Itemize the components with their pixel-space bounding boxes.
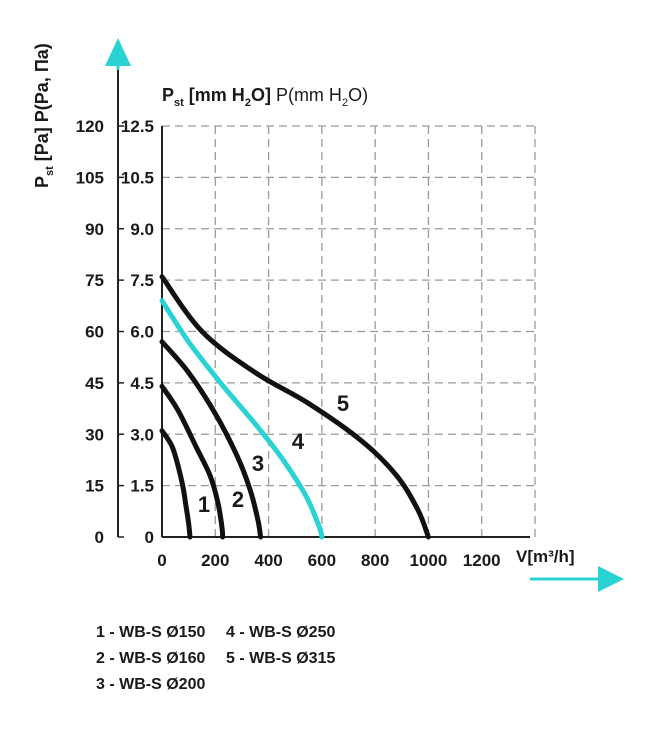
y-tick-pa-105: 105: [76, 168, 104, 187]
y-tick-mm-4.5: 4.5: [130, 374, 154, 393]
y-tick-mm-9.0: 9.0: [130, 220, 154, 239]
x-tick-1200: 1200: [463, 551, 501, 570]
curve-5: [159, 274, 431, 540]
x-tick-0: 0: [157, 551, 166, 570]
y-tick-pa-15: 15: [85, 477, 104, 496]
y-tick-mm-12.5: 12.5: [121, 117, 154, 136]
y-tick-mm-10.5: 10.5: [121, 168, 154, 187]
x-tick-800: 800: [361, 551, 389, 570]
y-tick-pa-30: 30: [85, 425, 104, 444]
legend-col-1: 1 - WB-S Ø150 2 - WB-S Ø160 3 - WB-S Ø20…: [96, 620, 205, 698]
x-axis-arrow-head: [598, 566, 624, 592]
y-tick-mm-7.5: 7.5: [130, 271, 154, 290]
y-tick-pa-45: 45: [85, 374, 104, 393]
curves: [159, 274, 431, 540]
curve-1: [159, 428, 193, 540]
y-tick-pa-90: 90: [85, 220, 104, 239]
legend-item-1: 1 - WB-S Ø150: [96, 624, 206, 641]
legend-item-4: 4 - WB-S Ø250: [226, 624, 336, 641]
curve-label-3: 3: [252, 451, 264, 476]
y-axis-pa-title: Pst [Pa] P(Pa, Па): [32, 43, 56, 188]
curve-label-4: 4: [292, 429, 305, 454]
curve-3: [159, 339, 264, 540]
x-tick-600: 600: [308, 551, 336, 570]
legend-item-2: 2 - WB-S Ø160: [96, 650, 206, 667]
legend-col-2: 4 - WB-S Ø250 5 - WB-S Ø315: [226, 620, 335, 672]
chart-grid: [162, 125, 536, 537]
y-axis-mm-title: Pst [mm H2O] P(mm H2O): [162, 85, 368, 109]
x-axis-title: V[m³/h]: [516, 547, 575, 566]
y-tick-mm-0: 0: [145, 528, 154, 547]
y-axis-mm-ticks: 0 1.5 3.0 4.5 6.0 7.5 9.0 10.5 12.5: [121, 117, 154, 547]
curve-4: [159, 298, 325, 540]
legend-item-5: 5 - WB-S Ø315: [226, 650, 336, 667]
y-tick-mm-1.5: 1.5: [130, 477, 154, 496]
curve-labels: 1 23 4 5: [198, 391, 349, 517]
y-tick-pa-0: 0: [95, 528, 104, 547]
chart-axes: [105, 38, 624, 592]
curve-label-5: 5: [337, 391, 349, 416]
y-tick-pa-75: 75: [85, 271, 104, 290]
y-tick-pa-60: 60: [85, 323, 104, 342]
y-tick-mm-3.0: 3.0: [130, 425, 154, 444]
curve-2: [159, 383, 226, 540]
y-axis-pa-ticks: 0 15 30 45 60 75 90 105 120: [76, 117, 104, 547]
y-tick-pa-120: 120: [76, 117, 104, 136]
x-tick-200: 200: [201, 551, 229, 570]
legend-item-3: 3 - WB-S Ø200: [96, 676, 206, 693]
curve-label-2: 2: [232, 487, 244, 512]
x-tick-1000: 1000: [410, 551, 448, 570]
x-axis-ticks: 0 200 400 600 800 1000 1200: [157, 551, 500, 570]
y-tick-mm-6.0: 6.0: [130, 323, 154, 342]
curve-label-1: 1: [198, 492, 210, 517]
y-axis-arrow-head: [105, 38, 131, 66]
x-tick-400: 400: [254, 551, 282, 570]
